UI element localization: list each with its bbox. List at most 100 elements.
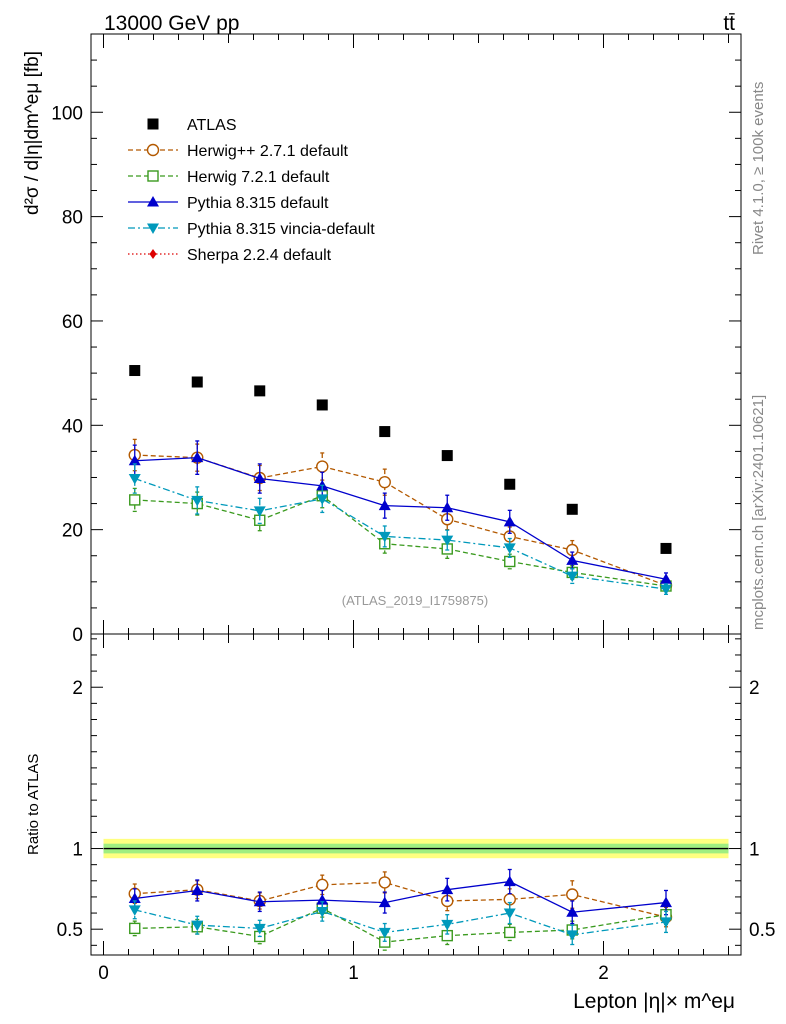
legend-entry-atlas: ATLAS: [147, 117, 237, 134]
legend-marker-pythia: [147, 196, 159, 207]
main-point-vincia: [253, 506, 266, 517]
main-point-atlas: [191, 376, 203, 388]
main-series-atlas: [129, 365, 672, 554]
main-ytick-label: 60: [62, 312, 83, 333]
main-point-atlas: [316, 399, 328, 411]
main-point-pythia: [566, 554, 579, 565]
legend-marker-sherpa: [149, 249, 157, 259]
process-label: tt̄: [723, 12, 735, 35]
ratio-ytick-label: 2: [72, 678, 83, 699]
main-point-vincia: [128, 474, 141, 485]
legend-marker-herwigpp: [146, 143, 160, 157]
main-point-vincia: [660, 584, 672, 596]
main-ytick-label: 20: [62, 521, 83, 542]
main-point-atlas: [504, 478, 516, 490]
legend-label-sherpa: Sherpa 2.2.4 default: [187, 247, 332, 264]
ratio-point-herwigpp: [378, 876, 391, 889]
ratio-point-vincia: [253, 923, 266, 935]
main-series-pythia: [128, 440, 672, 587]
main-point-pythia: [253, 472, 266, 484]
ratio-point-herwig7: [504, 926, 516, 939]
ratio-point-vincia: [128, 905, 141, 916]
ratio-point-herwigpp: [316, 878, 329, 892]
legend-entry-sherpa: Sherpa 2.2.4 default: [128, 247, 332, 264]
ratio-line-herwigpp: [134, 881, 667, 918]
ratio-series-vincia: [128, 900, 672, 946]
main-point-pythia: [441, 501, 454, 513]
main-point-atlas: [441, 450, 453, 462]
main-point-herwigpp: [316, 460, 329, 473]
ratio-ytick-label: 1: [72, 840, 83, 861]
ratio-ytick-label: 0.5: [57, 920, 83, 941]
main-panel: 0 20 40 60 80 100: [51, 33, 742, 646]
main-point-herwigpp: [378, 475, 391, 489]
legend-marker-herwig7: [147, 170, 159, 182]
analysis-watermark: (ATLAS_2019_I1759875): [342, 593, 488, 608]
ratio-point-vincia: [441, 919, 454, 931]
legend-entry-herwigpp: Herwig++ 2.7.1 default: [128, 143, 349, 160]
ratio-point-pythia: [503, 875, 516, 887]
ratio-point-vincia: [191, 920, 204, 932]
ratio-point-pythia: [441, 883, 454, 895]
main-line-pythia: [134, 456, 667, 580]
main-point-atlas: [566, 503, 578, 515]
legend-label-herwigpp: Herwig++ 2.7.1 default: [187, 143, 349, 160]
main-point-pythia: [191, 451, 204, 463]
main-point-atlas: [660, 542, 672, 554]
main-point-vincia: [378, 531, 391, 543]
x-axis-title: Lepton |η|× m^eμ: [573, 990, 735, 1013]
x-tick-label: 1: [348, 963, 359, 984]
ratio-series-pythia: [128, 868, 672, 925]
ratio-line-herwig7: [134, 907, 667, 943]
main-series-vincia: [128, 463, 672, 596]
mcplots-label: mcplots.cern.ch [arXiv:2401.10621]: [750, 395, 767, 630]
legend-entry-vincia: Pythia 8.315 vincia-default: [128, 221, 375, 238]
main-point-vincia: [441, 535, 454, 547]
ratio-point-pythia: [253, 895, 266, 907]
main-point-vincia: [503, 543, 516, 554]
rivet-version-label: Rivet 4.1.0, ≥ 100k events: [750, 82, 767, 255]
main-point-vincia: [191, 495, 204, 507]
ratio-panel: 0.5 0.5 1 1 2 2 0 1 2: [57, 633, 775, 984]
ratio-line-pythia: [134, 880, 667, 913]
main-ytick-label: 40: [62, 416, 83, 437]
ratio-ylabel: Ratio to ATLAS: [25, 754, 42, 855]
main-line-herwig7: [134, 494, 667, 587]
ratio-point-vincia: [316, 906, 329, 918]
legend-marker-atlas: [147, 118, 159, 130]
main-point-vincia: [566, 571, 579, 583]
main-point-pythia: [378, 499, 391, 511]
main-point-atlas: [129, 365, 141, 377]
ratio-point-herwig7: [129, 922, 141, 935]
ratio-point-pythia: [378, 896, 391, 908]
main-point-pythia: [503, 515, 516, 527]
ratio-point-vincia: [378, 927, 391, 939]
legend-entry-pythia: Pythia 8.315 default: [128, 195, 329, 212]
main-point-atlas: [254, 385, 266, 397]
ratio-point-pythia: [128, 892, 141, 904]
ratio-series-herwig7: [129, 898, 672, 951]
ratio-point-pythia: [191, 884, 204, 895]
main-point-pythia: [660, 573, 672, 584]
legend: ATLAS Herwig++ 2.7.1 default Herwig 7.2.1 …: [128, 117, 375, 264]
ratio-point-pythia: [566, 906, 579, 917]
energy-label: 13000 GeV pp: [104, 12, 239, 35]
ratio-line-vincia: [134, 909, 667, 936]
ratio-frame: [90, 633, 742, 956]
main-point-vincia: [316, 494, 329, 505]
main-line-herwigpp: [134, 454, 667, 587]
legend-label-vincia: Pythia 8.315 vincia-default: [187, 221, 375, 238]
ratio-ytick-label-right: 0.5: [749, 920, 775, 941]
main-ytick-label: 0: [72, 625, 83, 646]
ratio-point-vincia: [503, 908, 516, 920]
ratio-ytick-label-right: 2: [749, 678, 760, 699]
main-ylabel: d²σ / d|η|dm^eμ [fb]: [22, 51, 43, 215]
x-tick-label: 2: [598, 963, 609, 984]
ratio-point-pythia: [316, 894, 329, 905]
ratio-point-pythia: [660, 896, 672, 908]
ratio-ytick-label-right: 1: [749, 840, 760, 861]
main-point-herwig7: [129, 494, 141, 506]
legend-label-atlas: ATLAS: [187, 117, 237, 134]
legend-entry-herwig7: Herwig 7.2.1 default: [128, 169, 330, 186]
